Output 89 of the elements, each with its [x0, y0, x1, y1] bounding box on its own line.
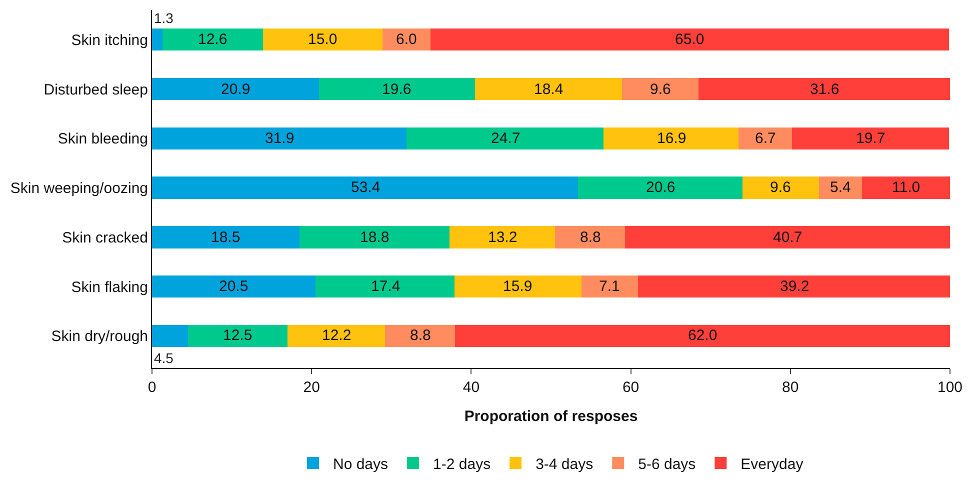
bar	[454, 275, 582, 298]
bar	[578, 176, 743, 199]
x-tick-label: 80	[782, 379, 799, 396]
y-tick-label: Skin cracked	[62, 229, 148, 246]
bar	[382, 28, 430, 51]
data-label: 40.7	[773, 229, 802, 246]
data-label: 9.6	[770, 179, 791, 196]
data-label: 15.9	[503, 278, 532, 295]
data-label: 8.8	[580, 229, 601, 246]
bar	[152, 176, 578, 199]
bar	[318, 78, 476, 100]
bar	[450, 226, 555, 248]
x-axis-title: Proporation of resposes	[464, 408, 638, 425]
x-tick-label: 40	[462, 379, 480, 396]
bar	[262, 28, 383, 51]
data-label: 20.9	[221, 81, 250, 98]
bar	[406, 127, 604, 150]
data-label: 18.4	[534, 81, 564, 98]
data-label: 4.5	[154, 350, 174, 366]
data-label: 31.6	[810, 81, 840, 98]
y-tick-label: Skin dry/rough	[51, 328, 148, 346]
bar	[385, 324, 456, 348]
y-tick-label: Skin flaking	[71, 278, 148, 296]
data-label: 5.4	[830, 179, 851, 196]
data-label: 62.0	[688, 327, 718, 344]
bar	[581, 275, 638, 298]
bar	[162, 28, 263, 51]
data-label: 65.0	[675, 31, 704, 48]
data-label: 6.0	[396, 31, 417, 48]
bar	[152, 324, 188, 348]
data-label: 1.3	[154, 10, 174, 26]
bar	[738, 127, 792, 150]
bar	[698, 78, 950, 100]
bar	[152, 127, 407, 150]
bar	[188, 324, 288, 348]
x-tick-label: 20	[303, 379, 320, 396]
data-label: 18.5	[211, 229, 240, 246]
bar	[300, 226, 450, 248]
data-label: 9.6	[650, 81, 671, 98]
data-label: 19.6	[382, 81, 412, 98]
bar	[742, 176, 820, 199]
data-label: 12.6	[198, 31, 228, 48]
bar	[625, 226, 950, 248]
bar	[152, 226, 300, 248]
bar	[862, 176, 950, 199]
y-tick-label: Disturbed sleep	[44, 81, 148, 98]
y-tick-label: Skin itching	[71, 32, 148, 49]
bar	[152, 275, 316, 298]
bar	[819, 176, 862, 199]
data-label: 13.2	[488, 229, 518, 246]
data-label: 31.9	[265, 130, 294, 147]
data-label: 12.5	[223, 327, 252, 344]
data-label: 8.8	[410, 327, 431, 344]
bar	[288, 324, 386, 348]
bar	[152, 28, 162, 51]
data-label: 12.2	[322, 327, 352, 344]
data-label: 24.7	[491, 130, 520, 147]
bar	[430, 28, 950, 51]
legend-label: 5-6 days	[638, 456, 696, 473]
bar	[604, 127, 739, 150]
legend-label: No days	[333, 456, 388, 473]
data-label: 15.0	[308, 31, 338, 48]
legend-label: Everyday	[740, 456, 804, 473]
bar	[622, 78, 699, 100]
legend-label: 1-2 days	[433, 456, 491, 473]
bar	[792, 127, 950, 150]
x-tick-label: 60	[622, 379, 640, 396]
data-label: 53.4	[351, 179, 380, 196]
x-tick-label: 0	[148, 379, 156, 396]
data-label: 20.6	[646, 179, 676, 196]
y-tick-label: Skin bleeding	[58, 130, 148, 148]
bar	[475, 78, 622, 100]
data-label: 20.5	[219, 278, 248, 295]
x-tick-label: 100	[937, 379, 963, 396]
data-label: 6.7	[755, 130, 776, 147]
data-label: 7.1	[599, 278, 620, 295]
data-label: 16.9	[657, 130, 686, 147]
bar	[152, 78, 319, 100]
data-label: 19.7	[856, 130, 886, 147]
y-tick-label: Skin weeping/oozing	[10, 180, 148, 198]
data-label: 39.2	[780, 278, 810, 295]
bar	[316, 275, 454, 298]
legend-label: 3-4 days	[536, 456, 594, 473]
data-label: 11.0	[892, 179, 920, 196]
bar	[638, 275, 950, 298]
data-label: 18.8	[360, 229, 390, 246]
data-label: 17.4	[371, 278, 400, 295]
bar	[455, 324, 950, 348]
bar	[554, 226, 626, 248]
